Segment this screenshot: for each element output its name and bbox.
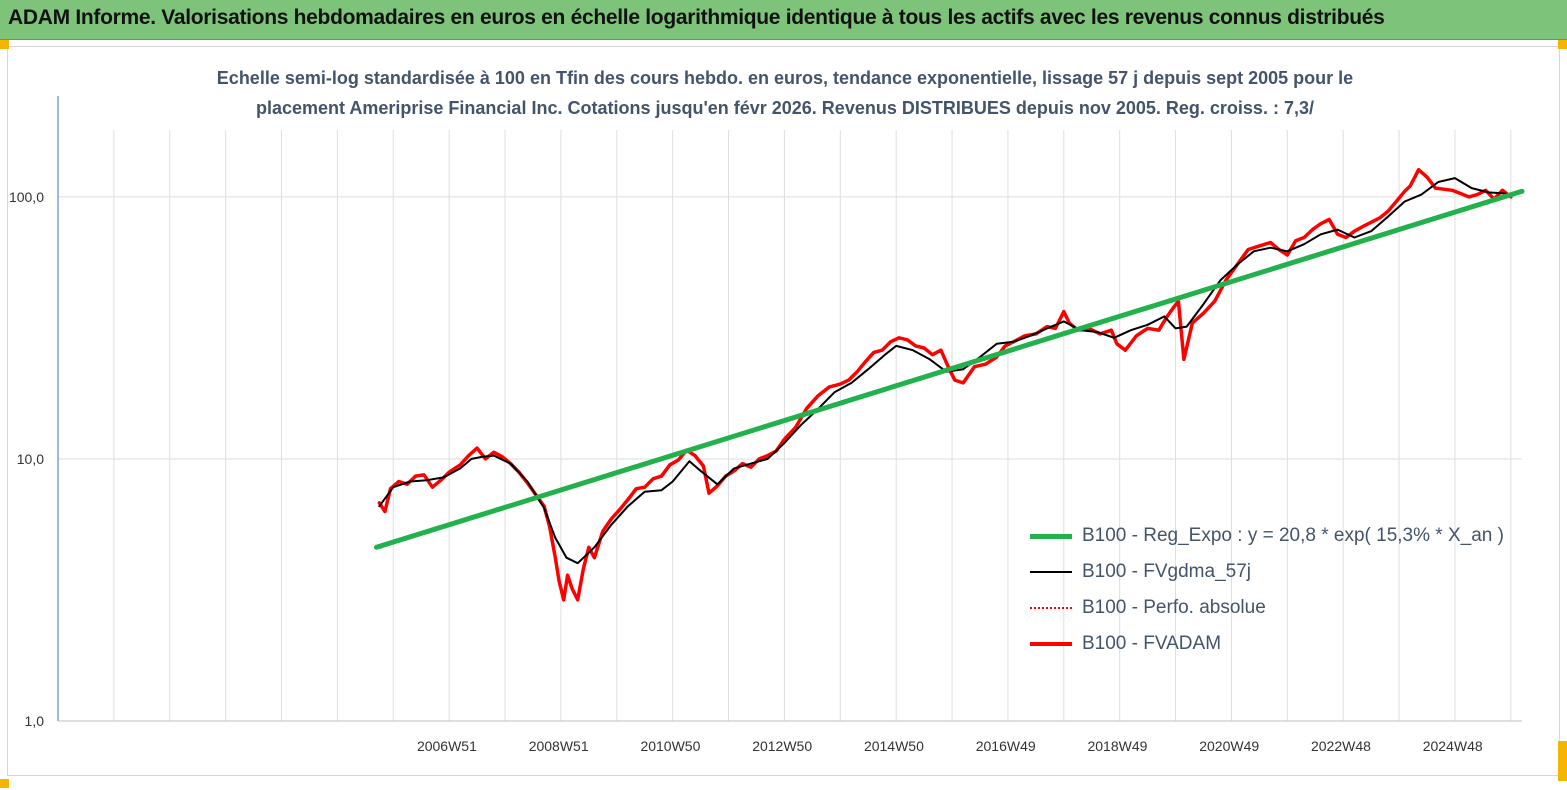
x-tick-label-1: 2008W51 bbox=[529, 738, 589, 754]
x-tick-label-9: 2024W48 bbox=[1423, 738, 1483, 754]
legend-swatch-perfo bbox=[1030, 607, 1072, 609]
x-tick-label-3: 2012W50 bbox=[752, 738, 812, 754]
x-tick-label-7: 2020W49 bbox=[1199, 738, 1259, 754]
corner-marker-bottom-left bbox=[0, 779, 9, 788]
x-tick-label-6: 2018W49 bbox=[1087, 738, 1147, 754]
corner-marker-bottom-right bbox=[1558, 741, 1567, 781]
legend-label-gdma: B100 - FVgdma_57j bbox=[1082, 561, 1251, 582]
y-tick-label-1: 10,0 bbox=[17, 451, 44, 467]
series-lines bbox=[374, 167, 1525, 602]
grid-lines bbox=[57, 130, 1522, 722]
legend-item-regression: B100 - Reg_Expo : y = 20,8 * exp( 15,3% … bbox=[1030, 518, 1504, 554]
legend-swatch-gdma bbox=[1030, 571, 1072, 573]
page-title: ADAM Informe. Valorisations hebdomadaire… bbox=[8, 6, 1385, 29]
legend-item-gdma: B100 - FVgdma_57j bbox=[1030, 554, 1504, 590]
legend-label-regression: B100 - Reg_Expo : y = 20,8 * exp( 15,3% … bbox=[1082, 525, 1504, 546]
x-tick-label-8: 2022W48 bbox=[1311, 738, 1371, 754]
legend: B100 - Reg_Expo : y = 20,8 * exp( 15,3% … bbox=[1030, 518, 1504, 662]
legend-swatch-fvadam bbox=[1030, 642, 1072, 646]
y-tick-label-0: 1,0 bbox=[25, 713, 45, 729]
x-tick-label-4: 2014W50 bbox=[864, 738, 924, 754]
x-tick-label-0: 2006W51 bbox=[417, 738, 477, 754]
tick-labels: 1,0 10,0 100,0 2006W51 2008W51 2010W50 2012W50… bbox=[9, 189, 1483, 754]
legend-label-fvadam: B100 - FVADAM bbox=[1082, 633, 1222, 654]
header-banner: ADAM Informe. Valorisations hebdomadaire… bbox=[0, 0, 1567, 40]
corner-marker-top-left bbox=[0, 40, 9, 49]
chart-frame bbox=[7, 46, 1560, 776]
legend-item-fvadam: B100 - FVADAM bbox=[1030, 626, 1504, 662]
x-tick-label-5: 2016W49 bbox=[976, 738, 1036, 754]
series-line-gdma bbox=[378, 177, 1512, 565]
x-tick-label-2: 2010W50 bbox=[640, 738, 700, 754]
chart-title-line-2: placement Ameriprise Financial Inc. Cota… bbox=[256, 98, 1314, 118]
legend-item-perfo: B100 - Perfo. absolue bbox=[1030, 590, 1504, 626]
chart-title-line-1: Echelle semi-log standardisée à 100 en T… bbox=[216, 68, 1354, 88]
axes bbox=[57, 96, 1522, 722]
legend-swatch-regression bbox=[1030, 533, 1072, 539]
corner-marker-top-right bbox=[1558, 40, 1567, 49]
series-line-fvadam bbox=[377, 167, 1513, 602]
legend-label-perfo: B100 - Perfo. absolue bbox=[1082, 597, 1266, 618]
y-tick-label-2: 100,0 bbox=[9, 189, 44, 205]
series-line-regression bbox=[374, 188, 1525, 550]
